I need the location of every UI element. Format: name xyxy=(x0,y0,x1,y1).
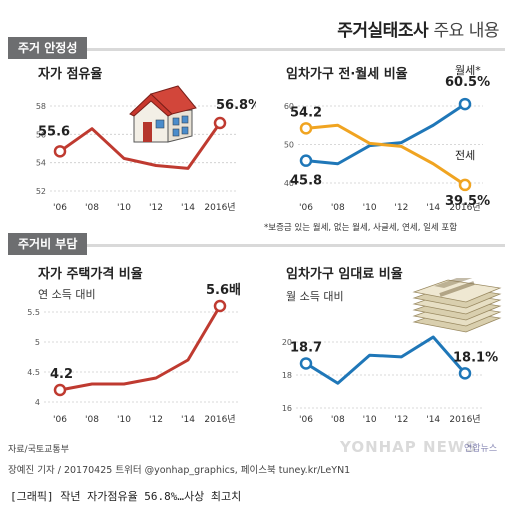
data-point xyxy=(299,154,313,167)
section-tag-stability: 주거 안정성 xyxy=(8,37,88,59)
x-tick-label: '12 xyxy=(149,415,163,425)
x-tick-label: 2016년 xyxy=(204,414,235,425)
x-tick-label: '08 xyxy=(331,415,345,425)
data-point xyxy=(299,122,313,135)
chart-lease-ratio: 임차가구 전·월세 비율 40 50 60 '06 '08 '10 '12 '14 2016년 월세… xyxy=(264,64,490,233)
data-point xyxy=(213,299,227,313)
series-line xyxy=(305,335,467,385)
section-divider xyxy=(8,48,505,51)
y-tick-label: 60 xyxy=(284,102,294,111)
x-tick-label: '06 xyxy=(299,203,313,213)
series-line xyxy=(305,123,466,187)
y-tick-label: 5.5 xyxy=(27,308,40,317)
series-line xyxy=(59,122,222,170)
data-point xyxy=(458,97,472,111)
chart-note: *보증금 있는 월세, 없는 월세, 사글세, 연세, 일세 포함 xyxy=(264,222,457,233)
data-point xyxy=(53,383,67,397)
y-tick-label: 50 xyxy=(284,141,294,150)
series-line xyxy=(305,102,466,166)
x-tick-label: '10 xyxy=(363,415,377,425)
x-tick-label: '08 xyxy=(85,203,99,213)
section-tag-burden: 주거비 부담 xyxy=(8,233,88,255)
y-tick-label: 20 xyxy=(282,338,292,347)
y-tick-label: 4 xyxy=(35,398,40,407)
x-tick-label: '12 xyxy=(394,415,408,425)
x-tick-label: '14 xyxy=(181,203,195,213)
x-tick-label: '10 xyxy=(363,203,377,213)
chart-subtitle: 연 소득 대비 xyxy=(38,288,96,301)
data-label: 18.7 xyxy=(290,340,322,355)
y-tick-label: 16 xyxy=(282,404,292,413)
x-tick-label: '14 xyxy=(181,415,195,425)
chart-owner-occupancy: 자가 점유율 52 54 56 58 '06 '08 '10 '12 '14 2016년 55.6 56… xyxy=(36,66,256,213)
data-label: 18.1% xyxy=(453,350,498,365)
caption: [그래픽] 작년 자가점유율 56.8%…사상 최고치 xyxy=(10,490,242,503)
x-tick-label: '06 xyxy=(53,203,67,213)
series-name: 월세* xyxy=(455,64,481,77)
data-label: 5.6배 xyxy=(206,282,241,298)
chart-title: 자가 주택가격 비율 xyxy=(38,266,143,282)
x-tick-label: '14 xyxy=(426,203,440,213)
x-tick-label: '10 xyxy=(117,203,131,213)
x-tick-label: 2016년 xyxy=(449,202,480,213)
chart-house-price-ratio: 자가 주택가격 비율연 소득 대비 4 4.5 5 5.5 '06 '08 '10 '12 '14… xyxy=(27,266,241,425)
data-label: 4.2 xyxy=(50,367,73,382)
data-point xyxy=(53,145,67,158)
x-tick-label: '06 xyxy=(53,415,67,425)
data-label: 39.5% xyxy=(445,194,490,209)
source-text: 자료/국토교통부 xyxy=(8,445,69,455)
x-tick-label: 2016년 xyxy=(449,414,480,425)
x-tick-label: '08 xyxy=(85,415,99,425)
x-tick-label: '08 xyxy=(331,203,345,213)
y-tick-label: 5 xyxy=(35,338,40,347)
data-label: 60.5% xyxy=(445,75,490,90)
watermark-sub: 연합뉴스 xyxy=(464,444,498,454)
series-name: 전세 xyxy=(455,149,475,162)
data-label: 56.8% xyxy=(216,98,256,113)
house-icon xyxy=(129,85,197,143)
y-tick-label: 4.5 xyxy=(27,368,40,377)
y-tick-label: 52 xyxy=(36,187,46,196)
x-tick-label: '14 xyxy=(426,415,440,425)
data-point xyxy=(458,367,472,380)
data-label: 55.6 xyxy=(38,124,70,139)
chart-rent-ratio: 임차가구 임대료 비율월 소득 대비 16 18 20 '06 '08 '10 '12 '14 2… xyxy=(282,266,498,425)
chart-title: 자가 점유율 xyxy=(38,66,102,82)
x-tick-label: '10 xyxy=(117,415,131,425)
title-main: 주거실태조사 xyxy=(337,21,429,41)
chart-title: 임차가구 전·월세 비율 xyxy=(286,66,408,82)
x-tick-label: '06 xyxy=(299,415,313,425)
x-tick-label: 2016년 xyxy=(204,202,235,213)
x-tick-label: '12 xyxy=(149,203,163,213)
money-stack-icon xyxy=(412,278,502,333)
y-tick-label: 40 xyxy=(284,179,294,188)
data-point xyxy=(458,178,472,192)
page-title: 주거실태조사 주요 내용 xyxy=(337,16,499,41)
chart-title: 임차가구 임대료 비율 xyxy=(286,266,403,282)
series-line xyxy=(59,305,222,392)
data-point xyxy=(299,357,313,370)
data-point xyxy=(213,116,227,130)
title-sub: 주요 내용 xyxy=(433,21,500,41)
credit-text: 장예진 기자 / 20170425 트위터 @yonhap_graphics, … xyxy=(8,465,351,476)
data-label: 54.2 xyxy=(290,105,322,120)
y-tick-label: 58 xyxy=(36,102,46,111)
chart-subtitle: 월 소득 대비 xyxy=(286,290,344,303)
section-divider xyxy=(8,244,505,247)
y-tick-label: 18 xyxy=(282,371,292,380)
y-tick-label: 56 xyxy=(36,130,46,139)
x-tick-label: '12 xyxy=(394,203,408,213)
y-tick-label: 54 xyxy=(36,159,46,168)
watermark: YONHAP NEWS xyxy=(340,438,478,456)
data-label: 45.8 xyxy=(290,174,322,189)
